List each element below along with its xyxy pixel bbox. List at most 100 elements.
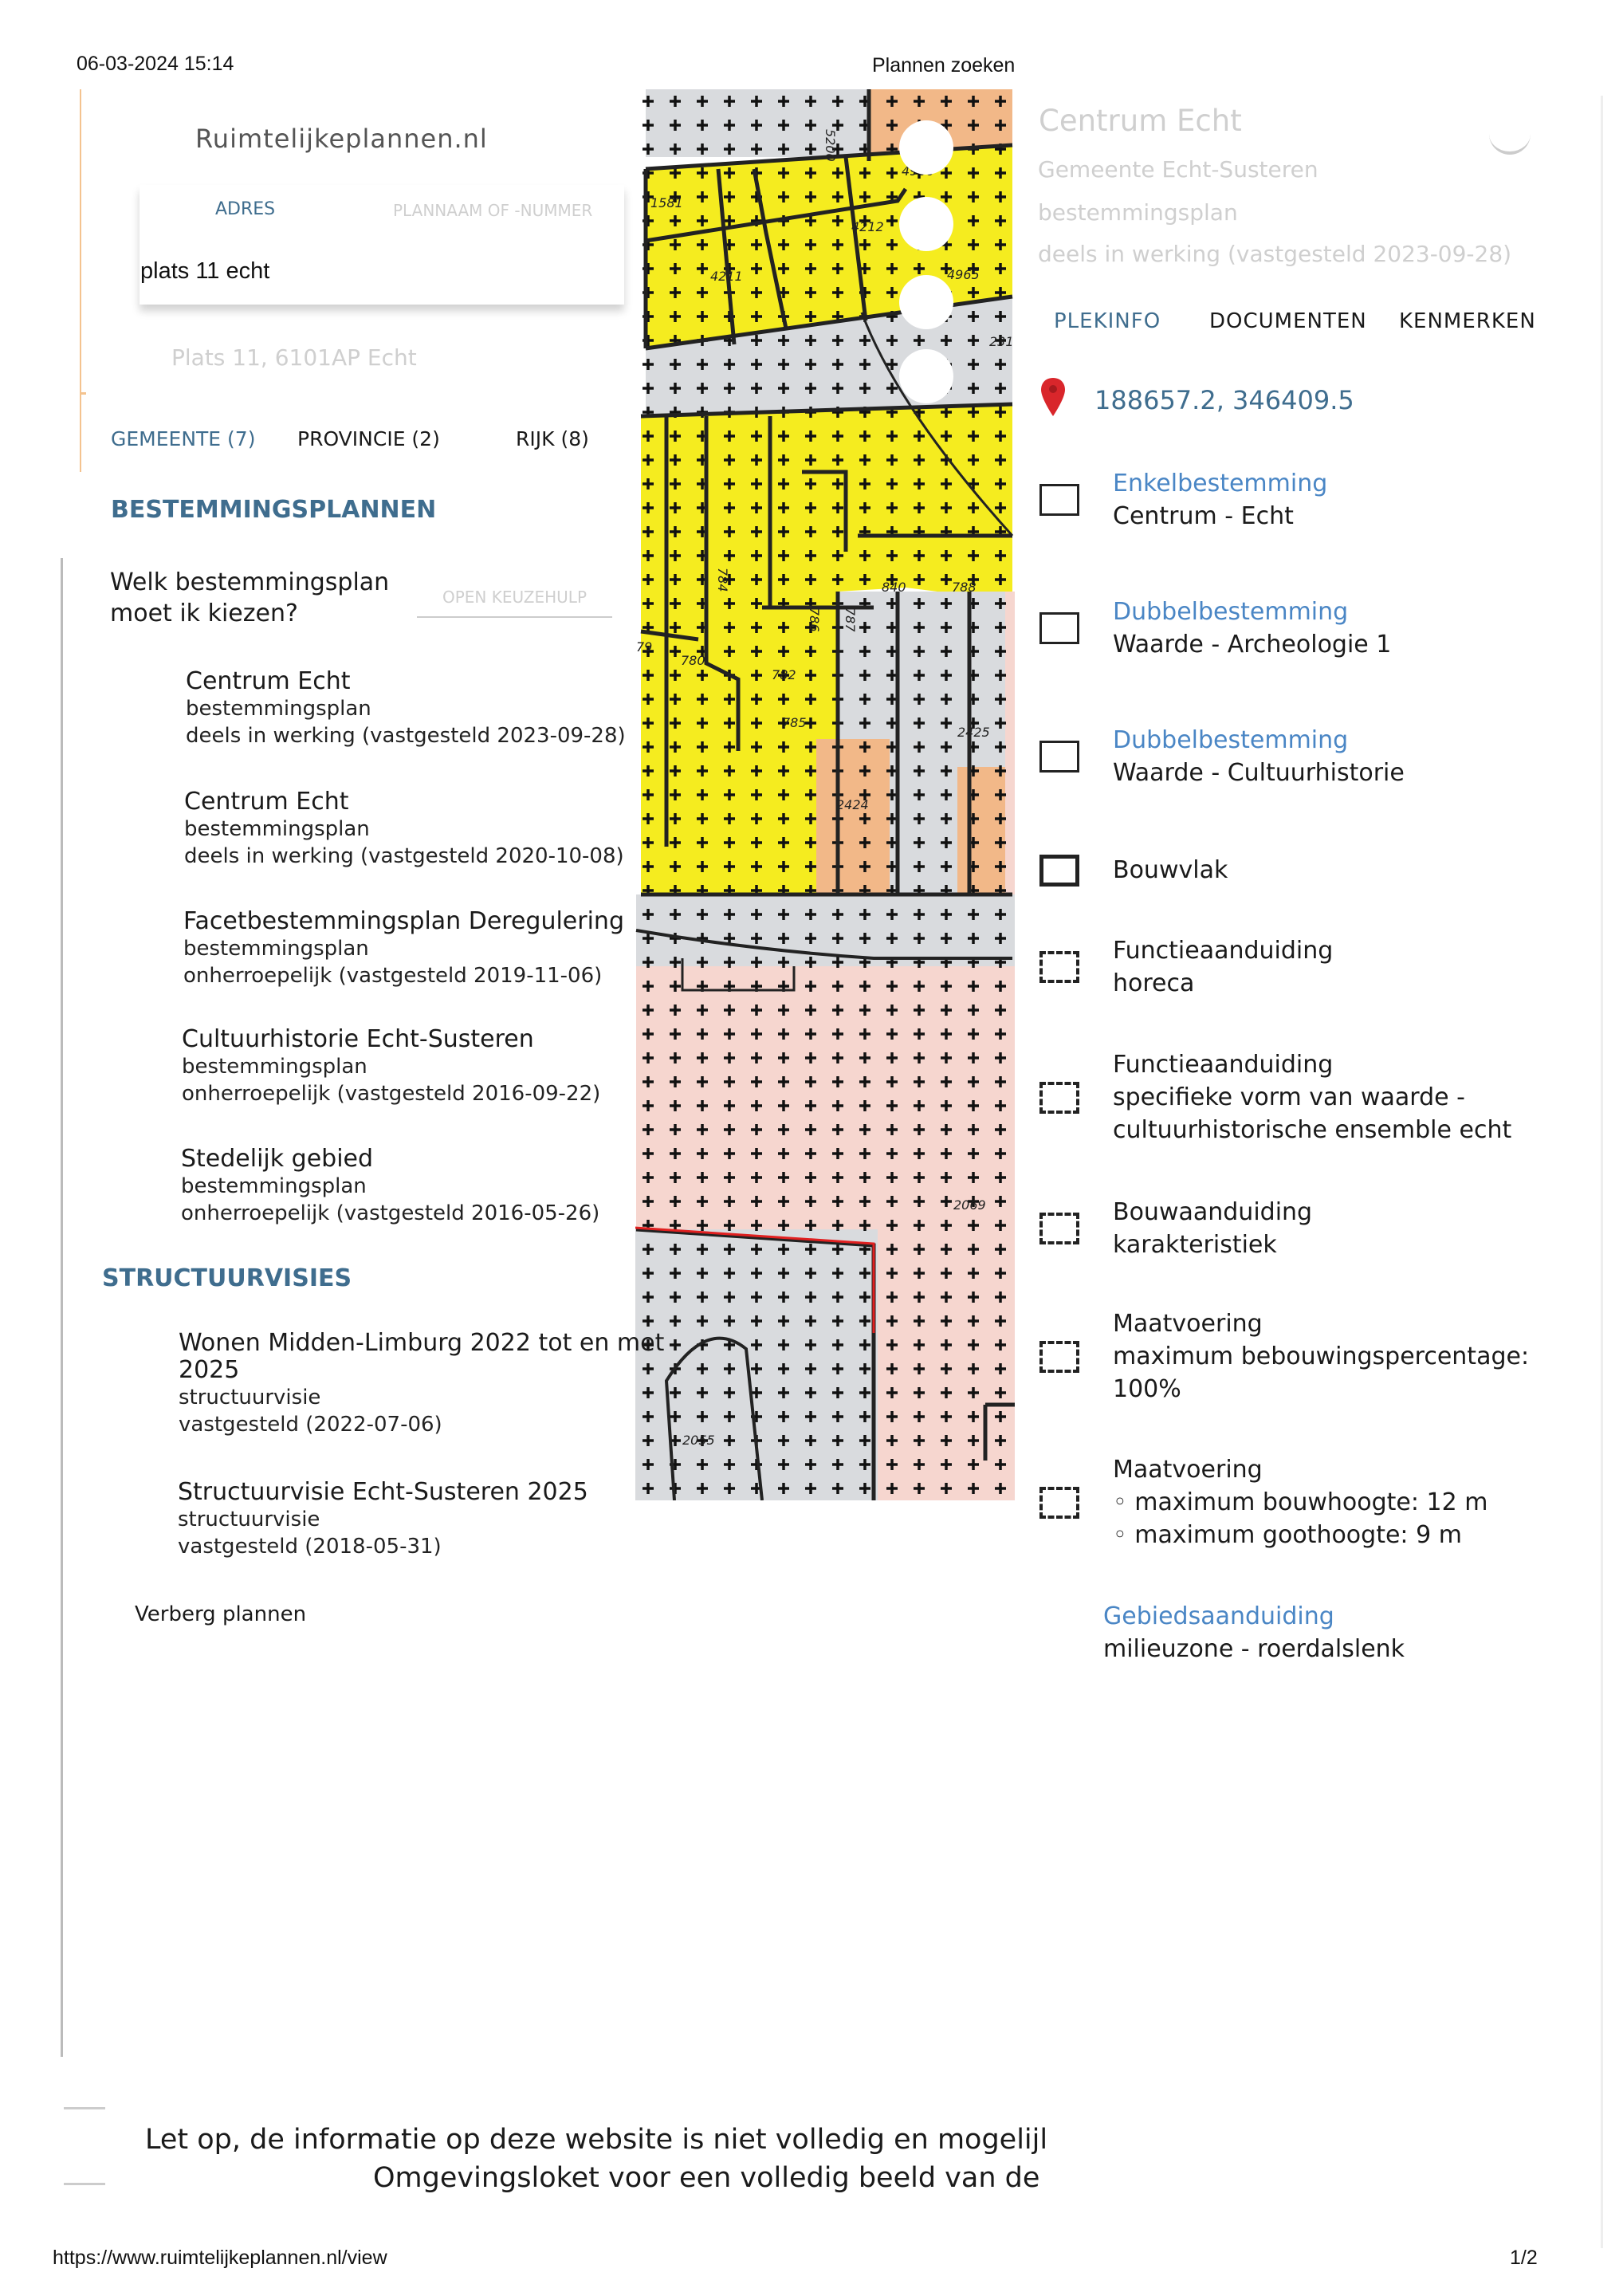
map-boundaries [635, 89, 1015, 1500]
parcel-number-label: 786 [807, 607, 822, 632]
legend-dashed-box-icon [1039, 1340, 1079, 1373]
plan-type: bestemmingsplan [182, 1055, 367, 1079]
plan-status: deels in werking (vastgesteld 2020-10-08… [184, 844, 624, 868]
legend-value: ◦ maximum bouwhoogte: 12 m [1113, 1488, 1488, 1516]
legend-value: Centrum - Echt [1113, 502, 1294, 530]
tab-provincie[interactable]: PROVINCIE (2) [297, 427, 440, 450]
details-municipality: Gemeente Echt-Susteren [1038, 156, 1318, 183]
legend-value: Waarde - Cultuurhistorie [1113, 759, 1405, 787]
legend-dashed-box-icon [1039, 1213, 1079, 1244]
tab-kenmerken[interactable]: KENMERKEN [1399, 309, 1536, 333]
tab-plekinfo[interactable]: PLEKINFO [1054, 309, 1161, 333]
visie-title-cont[interactable]: 2025 [179, 1356, 240, 1384]
plan-type: bestemmingsplan [183, 937, 369, 961]
plan-title[interactable]: Cultuurhistorie Echt-Susteren [182, 1025, 534, 1053]
parcel-number-label: 2425 [957, 725, 990, 740]
parcel-number-label: 785 [782, 715, 807, 730]
parcel-number-label: 788 [952, 580, 977, 595]
legend-value: horeca [1113, 969, 1195, 997]
hide-plans-link[interactable]: Verberg plannen [135, 1602, 307, 1626]
plan-title[interactable]: Stedelijk gebied [181, 1145, 374, 1173]
legend-category[interactable]: Dubbelbestemming [1113, 598, 1349, 626]
parcel-number-label: 5200 [823, 129, 838, 162]
structuurvisies-heading: STRUCTUURVISIES [102, 1264, 352, 1292]
parcel-number-label: 4965 [947, 267, 980, 282]
banner-divider [64, 2107, 105, 2109]
tab-gemeente[interactable]: GEMEENTE (7) [111, 427, 256, 450]
visie-type: structuurvisie [179, 1386, 321, 1409]
left-edge-line [61, 558, 63, 2057]
keuzehulp-question-line1: Welk bestemmingsplan [110, 568, 390, 596]
parcel-number-label: 2424 [836, 797, 869, 812]
map-marker-circle [899, 120, 953, 175]
print-title: Plannen zoeken [872, 54, 1016, 77]
legend-value: specifieke vorm van waarde - [1113, 1083, 1465, 1111]
plan-status: onherroepelijk (vastgesteld 2016-09-22) [182, 1082, 601, 1106]
print-url: https://www.ruimtelijkeplannen.nl/view [53, 2247, 387, 2269]
structuurvisie-item[interactable]: Wonen Midden-Limburg 2022 tot en met 202… [179, 1330, 664, 1438]
legend-category: Functieaanduiding [1113, 937, 1334, 965]
parcel-number-label: 780 [681, 653, 705, 668]
parcel-number-label: 2055 [682, 1433, 715, 1448]
plan-type: bestemmingsplan [186, 697, 371, 721]
parcel-number-label: 787 [843, 607, 858, 632]
plan-item[interactable]: Centrum Echt bestemmingsplan deels in we… [186, 668, 626, 749]
tab-documenten[interactable]: DOCUMENTEN [1209, 309, 1367, 333]
plan-item[interactable]: Centrum Echt bestemmingsplan deels in we… [184, 788, 624, 870]
collapse-icon[interactable] [1489, 128, 1531, 155]
legend-value: 100% [1113, 1375, 1181, 1403]
legend-solid-box-icon [1039, 484, 1079, 516]
tab-plannaam[interactable]: PLANNAAM OF -NUMMER [393, 201, 593, 220]
plan-status: onherroepelijk (vastgesteld 2019-11-06) [183, 964, 603, 988]
plan-title[interactable]: Facetbestemmingsplan Deregulering [183, 907, 624, 935]
plan-item[interactable]: Stedelijk gebied bestemmingsplan onherro… [181, 1146, 599, 1227]
details-type: bestemmingsplan [1038, 199, 1238, 226]
tab-rijk[interactable]: RIJK (8) [516, 427, 589, 450]
location-pin-icon [1041, 378, 1065, 416]
visie-status: vastgesteld (2018-05-31) [178, 1535, 442, 1559]
legend-value: milieuzone - roerdalslenk [1103, 1635, 1405, 1663]
plan-item[interactable]: Facetbestemmingsplan Deregulering bestem… [183, 908, 624, 989]
parcel-number-label: 782 [772, 667, 796, 682]
legend-value: maximum bebouwingspercentage: [1113, 1343, 1530, 1370]
legend-category[interactable]: Gebiedsaanduiding [1103, 1602, 1334, 1630]
map-plan-boundary [635, 1226, 875, 1333]
coordinates: 188657.2, 346409.5 [1094, 385, 1354, 415]
legend-category[interactable]: Dubbelbestemming [1113, 726, 1349, 754]
legend-solid-box-icon [1039, 612, 1079, 644]
site-logo[interactable]: Ruimtelijkeplannen.nl [195, 124, 488, 154]
right-edge-line [1601, 96, 1603, 2248]
parcel-number-label: 231 [989, 334, 1014, 349]
structuurvisie-item[interactable]: Structuurvisie Echt-Susteren 2025 struct… [178, 1479, 588, 1560]
keuzehulp-question-line2: moet ik kiezen? [110, 600, 298, 627]
visie-title[interactable]: Wonen Midden-Limburg 2022 tot en met [179, 1329, 665, 1357]
map-dubbelbestemming-hatch [635, 89, 1015, 1500]
tab-adres[interactable]: ADRES [215, 199, 276, 219]
legend-dashed-box-icon [1039, 1081, 1079, 1114]
search-result-address[interactable]: Plats 11, 6101AP Echt [171, 344, 417, 371]
plan-type: bestemmingsplan [181, 1174, 367, 1198]
banner-divider [64, 2183, 105, 2185]
legend-dashed-box-icon [1039, 1486, 1079, 1519]
bestemmingsplannen-heading: BESTEMMINGSPLANNEN [111, 496, 437, 524]
legend-category: Maatvoering [1113, 1456, 1263, 1484]
legend-solid-box-icon [1039, 741, 1079, 773]
details-status: deels in werking (vastgesteld 2023-09-28… [1038, 241, 1512, 267]
plan-status: deels in werking (vastgesteld 2023-09-28… [186, 724, 626, 748]
visie-status: vastgesteld (2022-07-06) [179, 1413, 442, 1437]
open-keuzehulp-button[interactable]: OPEN KEUZEHULP [417, 588, 612, 618]
plan-title[interactable]: Centrum Echt [184, 788, 349, 816]
legend-category: Bouwvlak [1113, 856, 1228, 884]
search-input[interactable]: plats 11 echt [140, 258, 270, 284]
plan-title[interactable]: Centrum Echt [186, 667, 351, 695]
parcel-number-label: 4212 [851, 219, 884, 234]
visie-title[interactable]: Structuurvisie Echt-Susteren 2025 [178, 1478, 588, 1506]
parcel-number-label: 1581 [650, 195, 683, 210]
legend-value: ◦ maximum goothoogte: 9 m [1113, 1521, 1462, 1549]
legend-category[interactable]: Enkelbestemming [1113, 470, 1328, 497]
plans-panel [81, 395, 635, 2061]
legend-category: Functieaanduiding [1113, 1051, 1334, 1079]
map-marker-circle [899, 349, 953, 403]
plan-item[interactable]: Cultuurhistorie Echt-Susteren bestemming… [182, 1026, 600, 1107]
map-view[interactable]: 5200158142114212496549662317847807827867… [635, 89, 1017, 1500]
